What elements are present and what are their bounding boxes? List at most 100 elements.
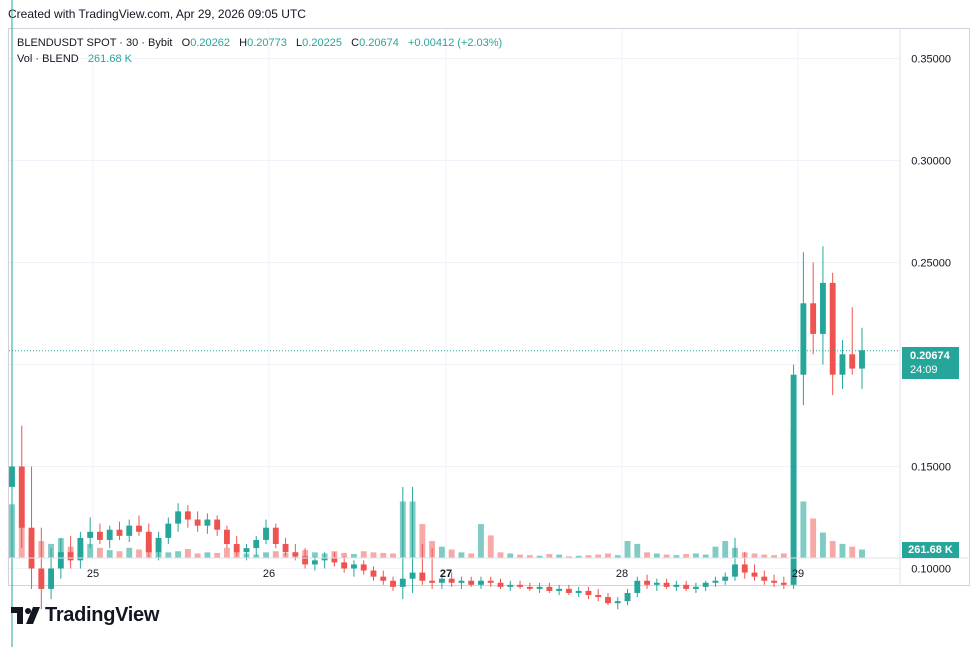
grid-lines <box>9 29 900 569</box>
candle-body <box>800 303 807 375</box>
candle-body <box>819 282 826 334</box>
close-value: 0.20674 <box>359 37 399 49</box>
candle-body <box>526 586 533 589</box>
candle-body <box>614 601 621 604</box>
volume-bar <box>468 553 475 558</box>
close-label: C <box>351 37 360 49</box>
volume-label[interactable]: Vol · BLEND <box>17 53 79 65</box>
candle-body <box>321 558 328 561</box>
candle-body <box>263 527 269 540</box>
volume-bar <box>390 553 396 558</box>
volume-bar <box>702 554 709 558</box>
volume-bar <box>575 555 582 558</box>
volume-bar <box>663 554 670 558</box>
candle-body <box>438 578 445 583</box>
candle-body <box>233 544 240 553</box>
candle-body <box>829 282 836 375</box>
volume-bar <box>536 555 543 558</box>
candle-body <box>624 592 631 602</box>
low-value: 0.20225 <box>302 37 342 49</box>
candle-body <box>653 582 660 585</box>
volume-bar <box>624 541 631 558</box>
candle-body <box>478 580 484 585</box>
volume-bar <box>565 556 572 558</box>
candle-body <box>565 588 572 593</box>
candle-body <box>214 519 221 530</box>
candle-body <box>859 350 865 369</box>
candle-body <box>145 531 152 553</box>
tradingview-logo[interactable]: TradingView <box>11 604 159 627</box>
price-tick-label: 0.25000 <box>911 258 951 270</box>
candle-body <box>517 584 523 587</box>
volume-bar <box>224 547 230 558</box>
candle-body <box>351 564 357 569</box>
bar-countdown: 24:09 <box>910 364 938 376</box>
candle-body <box>184 511 191 520</box>
candle-body <box>97 531 103 540</box>
candle-body <box>224 529 230 545</box>
candle-body <box>790 374 797 585</box>
time-tick-label: 27 <box>440 568 452 580</box>
volume-bar <box>526 555 533 558</box>
volume-bar <box>448 549 455 558</box>
candle-body <box>497 582 504 587</box>
candle-body <box>644 580 650 585</box>
candle-body <box>556 588 563 591</box>
volume-bar <box>87 543 94 558</box>
tradingview-logo-text: TradingView <box>45 604 160 626</box>
candle-body <box>771 580 777 583</box>
candle-body <box>409 572 416 579</box>
time-tick-label: 29 <box>792 568 804 580</box>
candle-body <box>48 568 55 589</box>
candle-body <box>683 584 690 589</box>
candle-body <box>341 562 348 569</box>
volume-bar <box>370 552 377 558</box>
candle-body <box>136 525 142 532</box>
last-volume-tag: 261.68 K <box>902 542 959 558</box>
volume-bar <box>771 555 777 558</box>
volume-bar <box>859 549 865 558</box>
volume-bar <box>800 501 807 558</box>
volume-bar <box>126 547 133 558</box>
volume-bar <box>97 547 103 558</box>
volume-bar <box>194 553 201 558</box>
chart-frame[interactable] <box>8 28 970 586</box>
volume-bar <box>644 552 650 558</box>
candle-body <box>605 597 611 604</box>
volume-bar <box>214 552 221 558</box>
candle-body <box>595 595 602 598</box>
high-value: 0.20773 <box>247 37 287 49</box>
candle-body <box>741 564 748 573</box>
candle-body <box>585 590 592 596</box>
candle-body <box>380 576 387 581</box>
symbol-label[interactable]: BLENDUSDT SPOT · 30 · Bybit <box>17 37 173 49</box>
candle-body <box>38 568 45 589</box>
volume-bar <box>634 543 641 558</box>
volume-bar <box>263 552 269 558</box>
volume-bar <box>175 551 182 558</box>
volume-bar <box>810 518 817 558</box>
volume-bar <box>136 549 142 558</box>
candle-body <box>194 519 201 526</box>
candle-body <box>849 354 856 369</box>
candle-body <box>116 529 123 536</box>
volume-bar <box>487 535 494 558</box>
candle-body <box>751 572 758 577</box>
price-tick-label: 0.35000 <box>911 54 951 66</box>
candle-body <box>429 580 436 583</box>
candle-body <box>390 580 396 587</box>
last-price-tag: 0.20674 24:09 <box>902 347 959 379</box>
open-label: O <box>181 37 191 49</box>
candle-body <box>458 580 465 583</box>
volume-bar <box>419 524 426 558</box>
candle-body <box>165 523 172 538</box>
candle-body <box>282 544 289 553</box>
volume-bar <box>458 552 465 558</box>
open-value: 0.20262 <box>190 37 230 49</box>
tradingview-logo-icon <box>11 606 40 624</box>
volume-bar <box>106 550 113 558</box>
candle-body <box>712 580 719 583</box>
volume-bar <box>341 552 348 558</box>
candle-body <box>810 303 817 334</box>
